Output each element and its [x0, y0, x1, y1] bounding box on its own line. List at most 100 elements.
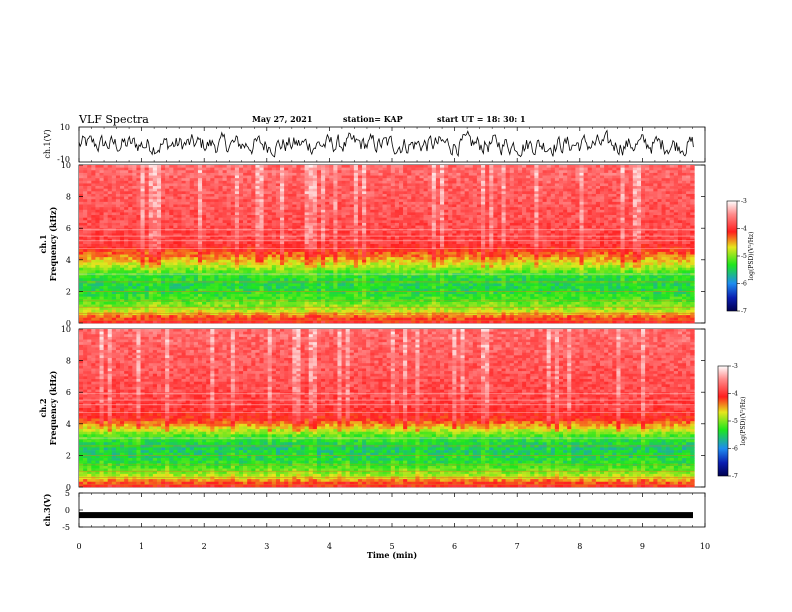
ch1-spec-cell — [403, 280, 408, 284]
ch1-spec-cell — [411, 204, 416, 208]
ch1-spec-cell — [312, 167, 318, 171]
ch1-spec-cell — [230, 244, 236, 247]
ch1-spec-cell — [115, 165, 121, 168]
ch1-spec-cell — [202, 270, 207, 274]
ch1-spec-cell — [156, 209, 162, 213]
ch1-spec-cell — [394, 178, 400, 182]
ch1-spec-cell — [156, 201, 162, 205]
ch1-spec-cell — [333, 241, 338, 245]
ch1-spec-cell — [202, 262, 207, 266]
ch1-spec-cell — [374, 280, 379, 284]
ch1-spec-cell — [382, 170, 387, 174]
ch1-spec-cell — [296, 183, 301, 187]
ch1-spec-cell — [222, 170, 227, 174]
ch1-spec-cell — [386, 278, 392, 282]
ch1-spec-cell — [136, 207, 141, 211]
ch1-spec-cell — [152, 307, 158, 311]
ch1-spec-cell — [341, 283, 346, 287]
ch1-spec-cell — [403, 301, 408, 305]
ch1-spec-cell — [292, 220, 297, 224]
ch1-spec-cell — [128, 283, 133, 287]
ch1-spec-cell — [91, 286, 96, 290]
ch1-spec-cell — [165, 233, 170, 237]
ch1-spec-cell — [226, 207, 232, 211]
ch1-spec-cell — [370, 265, 375, 268]
ch1-spec-cell — [378, 251, 383, 255]
ch1-spec-cell — [202, 265, 207, 268]
ch1-spec-cell — [99, 262, 104, 266]
ch1-spec-cell — [83, 249, 88, 253]
ch1-spec-cell — [267, 294, 273, 297]
ch1-spec-cell — [251, 275, 256, 279]
ch1-spec-cell — [374, 315, 379, 319]
ch1-spec-cell — [128, 312, 133, 316]
ch1-spec-cell — [95, 275, 100, 279]
ch1-spec-cell — [292, 283, 297, 287]
ch1-spec-cell — [87, 180, 92, 184]
ch1-spec-cell — [193, 280, 199, 284]
ch1-spec-cell — [271, 275, 277, 279]
ch1-spec-cell — [300, 193, 305, 197]
ch1-spec-cell — [95, 307, 100, 311]
ch1-spec-cell — [271, 217, 277, 221]
ch1-spec-cell — [284, 225, 289, 229]
ch1-spec-cell — [189, 233, 195, 237]
ch1-spec-cell — [370, 304, 375, 308]
ch1-spec-cell — [341, 286, 346, 290]
ch1-spec-cell — [259, 257, 264, 261]
ch1-spec-cell — [247, 315, 252, 319]
ch1-spec-cell — [247, 220, 252, 224]
ch1-spec-cell — [296, 267, 301, 271]
ch1-spec-cell — [382, 307, 387, 311]
ch1-spec-cell — [378, 296, 383, 300]
ch1-spec-cell — [292, 209, 297, 213]
ch1-spec-cell — [111, 309, 117, 313]
ch1-spec-cell — [120, 320, 125, 324]
ch1-spec-cell — [210, 309, 215, 313]
ch1-spec-cell — [247, 167, 252, 171]
ch1-spec-cell — [95, 265, 100, 268]
ch1-spec-cell — [226, 309, 232, 313]
ch1-spec-cell — [353, 172, 359, 176]
ch1-spec-cell — [394, 294, 400, 297]
ch1-spec-cell — [144, 270, 150, 274]
ch1-spec-cell — [398, 246, 404, 250]
ch1-spec-cell — [325, 280, 330, 284]
ch1-spec-cell — [407, 180, 412, 184]
ch1-spec-cell — [161, 180, 166, 184]
ch1-spec-cell — [140, 286, 145, 290]
ch1-spec-cell — [394, 172, 400, 176]
ch1-spec-cell — [165, 165, 170, 168]
ch1-spec-cell — [349, 222, 355, 226]
ch1-spec-cell — [99, 183, 104, 187]
ch1-spec-cell — [362, 262, 367, 266]
ch1-spec-cell — [222, 236, 227, 240]
ch1-spec-cell — [120, 183, 125, 187]
ch1-spec-cell — [234, 217, 240, 221]
ch1-spec-cell — [222, 183, 227, 187]
ch1-spec-cell — [95, 201, 100, 205]
ch1-spec-cell — [193, 288, 199, 292]
ch1-spec-cell — [202, 180, 207, 184]
ch1-spec-cell — [177, 270, 182, 274]
ch1-spec-cell — [370, 320, 375, 324]
ch1-spec-cell — [177, 262, 182, 266]
ch1-spec-cell — [325, 244, 330, 247]
ch1-spec-cell — [378, 275, 383, 279]
ch1-spec-cell — [304, 215, 310, 218]
ch1-spec-cell — [394, 254, 400, 258]
ch1-spec-cell — [374, 304, 379, 308]
ch1-spec-cell — [226, 286, 232, 290]
ch1-spec-cell — [99, 244, 104, 247]
ch1-spec-cell — [292, 215, 297, 218]
ch1-spec-cell — [193, 272, 199, 276]
ch1-spec-cell — [140, 236, 145, 240]
ch1-spec-cell — [161, 275, 166, 279]
ch1-spec-cell — [87, 199, 92, 203]
ch1-spec-cell — [206, 272, 211, 276]
ch1-spec-cell — [103, 222, 109, 226]
ch1-spec-cell — [111, 251, 117, 255]
ch1-spec-cell — [398, 294, 404, 297]
ch1-spec-cell — [206, 215, 211, 218]
ch1-spec-cell — [403, 262, 408, 266]
